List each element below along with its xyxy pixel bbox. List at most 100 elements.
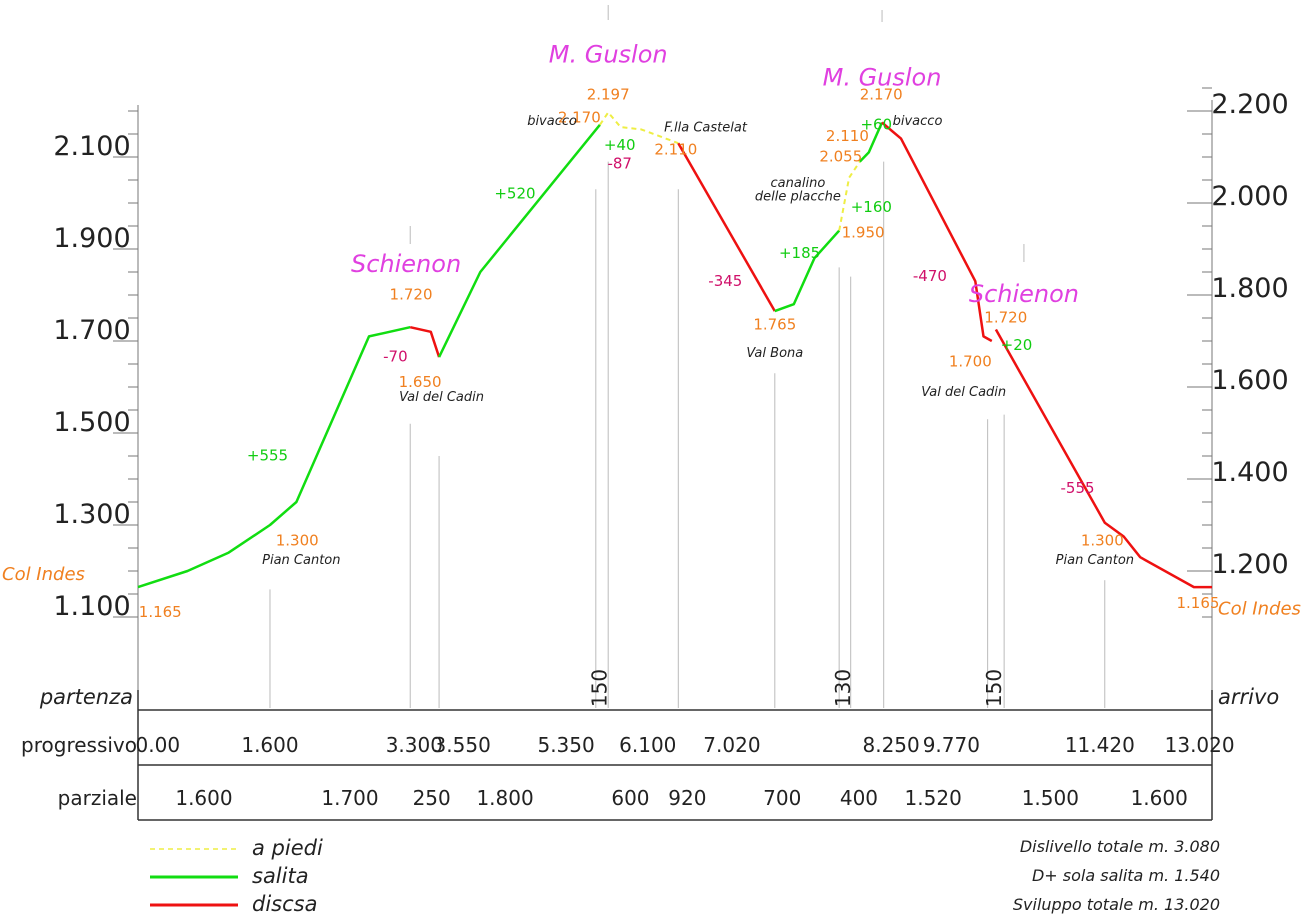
left-axis-tick-label: 1.700: [53, 315, 130, 346]
profile-segment-salita: [774, 229, 841, 313]
parziale-value: 700: [763, 786, 801, 810]
left-axis-tick-label: 1.300: [53, 499, 130, 530]
gain-label: +60: [860, 115, 892, 133]
parziale-value: 1.500: [1022, 786, 1079, 810]
gain-label: +185: [779, 244, 820, 262]
parziale-value: 920: [668, 786, 706, 810]
legend-label: a piedi: [252, 836, 323, 860]
place-label: bivacco: [527, 114, 577, 129]
elevation-label: 2.110: [654, 141, 697, 159]
progressivo-value: 8.250: [862, 733, 919, 757]
place-label: Val del Cadin: [921, 385, 1006, 400]
gain-label: +20: [1001, 336, 1033, 354]
elevation-label: 2.197: [587, 86, 630, 104]
start-label: partenza: [39, 685, 133, 709]
profile-lines: [137, 111, 1212, 589]
peak-label: Schienon: [351, 250, 461, 278]
right-axis-tick-label: 2.000: [1211, 181, 1288, 212]
segment-length-label: 150: [588, 669, 612, 707]
legend-label: salita: [252, 864, 309, 888]
elevation-label: 1.300: [1081, 532, 1124, 550]
place-label: Val Bona: [746, 346, 803, 361]
elevation-label: 1.300: [276, 532, 319, 550]
loss-label: -70: [383, 348, 408, 366]
summary-line: D+ sola salita m. 1.540: [1032, 866, 1220, 885]
summary-block: Dislivello totale m. 3.080 D+ sola salita…: [1013, 837, 1220, 914]
profile-segment-salita: [137, 325, 411, 589]
parziale-value: 1.600: [175, 786, 232, 810]
parziale-value: 1.520: [905, 786, 962, 810]
right-axis-tick-label: 1.400: [1211, 457, 1288, 488]
progressivo-value: 5.350: [537, 733, 594, 757]
progressivo-value: 13.020: [1165, 733, 1235, 757]
vertical-guides: [269, 5, 1106, 708]
segment-length-label: 150: [982, 669, 1006, 707]
progressivo-value: 6.100: [619, 733, 676, 757]
parziale-value: 600: [611, 786, 649, 810]
left-axis-tick-label: 1.100: [53, 591, 130, 622]
place-label: bivacco: [893, 114, 943, 129]
summary-line: Sviluppo totale m. 13.020: [1013, 895, 1220, 914]
gain-label: +555: [247, 447, 288, 465]
left-axis-tick-label: 2.100: [53, 131, 130, 162]
profile-segment-salita: [437, 124, 601, 358]
elevation-label: 1.950: [842, 224, 885, 242]
summary-line: Dislivello totale m. 3.080: [1020, 837, 1220, 856]
peak-label: M. Guslon: [823, 64, 942, 92]
legend-label: discsa: [252, 892, 317, 916]
segment-length-label: 130: [831, 669, 855, 707]
gain-label: +40: [604, 136, 636, 154]
elevation-label: 2.110: [826, 127, 869, 145]
progressivo-value: 3.550: [434, 733, 491, 757]
place-label: delle placche: [755, 190, 841, 205]
annotations: M. Guslon M. Guslon Schienon Schienon 2.197 2…: [2, 41, 1301, 621]
progressivo-value: 1.600: [241, 733, 298, 757]
elevation-label: 1.720: [984, 309, 1027, 327]
right-axis-tick-label: 1.600: [1211, 365, 1288, 396]
loss-label: -345: [708, 272, 742, 290]
parziale-label: parziale: [58, 786, 137, 810]
parziale-value: 1.800: [476, 786, 533, 810]
col-indes-start-label: Col Indes: [2, 564, 85, 585]
progressivo-label: progressivo: [21, 733, 137, 757]
place-label: Val del Cadin: [399, 390, 484, 405]
place-label: Pian Canton: [1056, 553, 1134, 568]
profile-segment-salita: [858, 121, 884, 163]
profile-segment-discsa: [994, 328, 1212, 589]
gain-label: +520: [494, 184, 535, 202]
profile-segment-a-piedi: [838, 161, 861, 231]
elevation-label: 1.650: [399, 373, 442, 391]
right-axis-tick-label: 2.200: [1211, 89, 1288, 120]
profile-segment-discsa: [677, 142, 776, 312]
profile-segment-discsa: [409, 325, 441, 358]
left-axis-tick-label: 1.900: [53, 223, 130, 254]
loss-label: -87: [607, 155, 632, 173]
elevation-label: 2.170: [860, 86, 903, 104]
place-label: Pian Canton: [262, 553, 340, 568]
col-indes-end-label: Col Indes: [1218, 599, 1301, 620]
elevation-label: 1.700: [949, 352, 992, 370]
elevation-label: 2.170: [558, 109, 601, 127]
elevation-label: 1.165: [1177, 594, 1220, 612]
parziale-value: 1.700: [321, 786, 378, 810]
legend: a piedi salita discsa: [150, 836, 323, 916]
peak-label: Schienon: [969, 280, 1079, 308]
elevation-label: 1.720: [390, 286, 433, 304]
progressivo-value: 0.00: [136, 733, 181, 757]
parziale-value: 1.600: [1131, 786, 1188, 810]
parziale-value: 250: [413, 786, 451, 810]
profile-segment-discsa: [881, 121, 993, 343]
gain-label: +160: [851, 198, 892, 216]
peak-label: M. Guslon: [549, 41, 668, 69]
elevation-label: 2.055: [819, 148, 862, 166]
axes: 2.100 1.900 1.700 1.500 1.300 1.100 2.200 2.000…: [53, 87, 1289, 708]
loss-label: -470: [913, 267, 947, 285]
right-axis-tick-label: 1.200: [1211, 549, 1288, 580]
parziale-value: 400: [840, 786, 878, 810]
loss-label: -555: [1061, 479, 1095, 497]
progressivo-value: 7.020: [703, 733, 760, 757]
progressivo-value: 9.770: [923, 733, 980, 757]
progressivo-value: 3.300: [386, 733, 443, 757]
